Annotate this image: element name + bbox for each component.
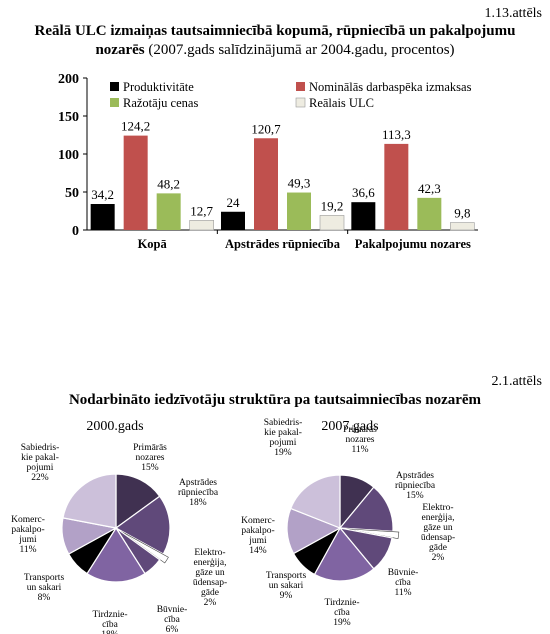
pie-slice-label: Būvnie-cība 6% [157, 605, 188, 634]
x-category-label: Apstrādes rūpniecība [225, 237, 341, 251]
bar [384, 143, 409, 230]
y-tick-label: 100 [58, 148, 79, 163]
pie-title: 2000.gads [86, 419, 143, 434]
y-tick-label: 200 [58, 72, 79, 87]
bar [287, 192, 311, 230]
pie-slice-label: Sabiedris-kie pakal-pojumi 22% [21, 443, 60, 483]
pie-slice-label: Komerc-pakalpo-jumi 11% [11, 515, 45, 555]
pie-slice [86, 526, 146, 583]
bar-value-label: 49,3 [288, 176, 311, 191]
bar-value-label: 42,3 [418, 181, 441, 196]
y-tick-label: 0 [72, 224, 79, 239]
bar-value-label: 113,3 [382, 127, 411, 142]
chart-title: Reālā ULC izmaiņas tautsaimniecībā kopum… [0, 22, 550, 60]
bar [319, 215, 345, 231]
bar [156, 193, 181, 230]
legend-label: Reālais ULC [309, 96, 374, 110]
chart-title-bold-line2: nozarēs [95, 42, 145, 58]
figure-number: 1.13.attēls [484, 6, 542, 21]
legend-swatch [110, 98, 119, 107]
bar [189, 220, 214, 231]
pie-slice-outline [120, 530, 169, 564]
bar-value-label: 34,2 [91, 187, 114, 202]
pie-slice-label: Elektro-enerģija, gāze un ūdensap-gāde 2% [421, 503, 455, 563]
bar-value-label: 124,2 [121, 119, 150, 134]
bar-value-label: 12,7 [190, 203, 213, 218]
pie-slice [115, 473, 161, 530]
bar-value-label: 24 [227, 195, 241, 210]
figure-number-2: 2.1.attēls [491, 374, 542, 389]
bar-value-label: 19,2 [321, 198, 344, 213]
bar [123, 135, 148, 230]
pie-slice-label: Apstrādes rūpniecība 18% [178, 478, 219, 508]
legend-label: Nominālās darbaspēka izmaksas [309, 80, 472, 94]
chart-title-normal: (2007.gads salīdzinājumā ar 2004.gadu, p… [144, 42, 455, 58]
chart-title-bold: Reālā ULC izmaiņas tautsaimniecībā kopum… [34, 23, 516, 39]
bar [417, 197, 442, 230]
y-tick-label: 50 [65, 186, 79, 201]
pie-slice-label: Būvnie-cība 11% [388, 568, 419, 598]
legend-swatch [295, 97, 306, 108]
pie-slice-label: Apstrādes rūpniecība 15% [395, 471, 436, 501]
bar [450, 222, 475, 231]
pie-slice-outline [345, 528, 400, 540]
pie-slice-label: Transports un sakari 8% [24, 573, 65, 603]
bar [254, 138, 278, 230]
bar-value-label: 120,7 [251, 121, 281, 136]
pie-slice [313, 526, 375, 582]
pie-slice-label: Komerc-pakalpo-jumi 14% [241, 516, 275, 556]
pie-slice-label: Primārās nozares 11% [343, 425, 377, 455]
bar [90, 204, 115, 230]
pie-slice [338, 486, 394, 532]
pie-slice-label: Sabiedris-kie pakal-pojumi 19% [264, 418, 303, 458]
legend-swatch [296, 82, 305, 91]
bar-value-label: 48,2 [157, 176, 180, 191]
pie-title: 2007.gads [321, 419, 378, 434]
pie-slice [62, 473, 117, 529]
bar-value-label: 36,6 [352, 185, 375, 200]
pie-slice-label: Elektro-enerģija, gāze un ūdensap-gāde 2% [193, 548, 227, 608]
pie-slice [114, 495, 171, 555]
bar-value-label: 9,8 [454, 206, 470, 221]
x-category-label: Kopā [138, 237, 168, 251]
pie-slice-label: Tirdznie-cība 19% [324, 598, 359, 628]
bar [351, 202, 376, 230]
pie-slice-label: Transports un sakari 9% [266, 571, 307, 601]
y-tick-label: 150 [58, 110, 79, 125]
bar [221, 211, 245, 230]
pie-figure-title: Nodarbināto iedzīvotāju struktūra pa tau… [68, 392, 482, 408]
legend-label: Ražotāju cenas [123, 96, 198, 110]
pie-slice-label: Primārās nozares 15% [133, 443, 167, 473]
legend-label: Produktivitāte [123, 80, 194, 94]
legend-swatch [110, 82, 119, 91]
pie-slice [289, 474, 341, 529]
x-category-label: Pakalpojumu nozares [355, 237, 471, 251]
